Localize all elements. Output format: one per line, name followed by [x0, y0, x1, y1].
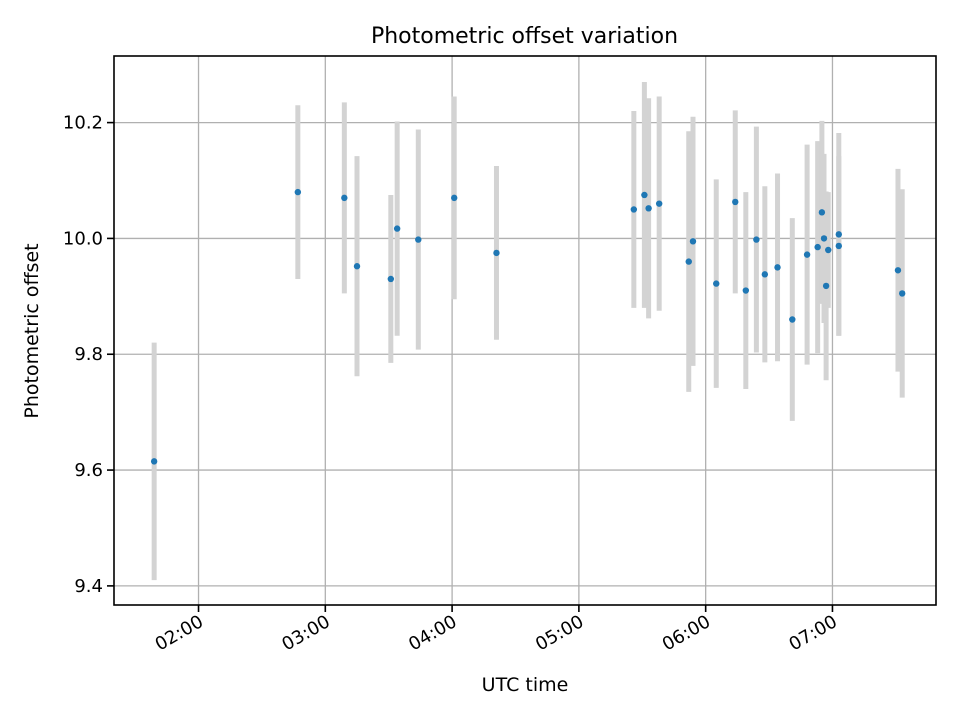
- x-tick-label: 05:00: [532, 611, 587, 655]
- data-point: [353, 263, 361, 270]
- data-point: [689, 238, 697, 245]
- data-points: [150, 188, 906, 465]
- data-point: [898, 290, 906, 297]
- data-point: [835, 231, 842, 238]
- data-point: [742, 287, 750, 294]
- data-point: [789, 316, 796, 323]
- y-tick-label: 10.2: [63, 113, 103, 134]
- data-point: [835, 242, 842, 250]
- chart-title: Photometric offset variation: [371, 24, 678, 49]
- data-point: [818, 209, 826, 216]
- data-point: [451, 194, 458, 202]
- y-tick-label: 9.4: [74, 576, 103, 597]
- data-point: [150, 458, 158, 465]
- data-point: [630, 206, 638, 213]
- x-tick-label: 07:00: [786, 611, 841, 655]
- data-point: [655, 200, 663, 207]
- data-point: [393, 225, 401, 232]
- data-point: [685, 258, 692, 265]
- data-point: [493, 249, 500, 257]
- data-point: [415, 236, 422, 243]
- data-point: [814, 243, 821, 251]
- x-tick-label: 02:00: [152, 611, 207, 655]
- data-point: [341, 194, 348, 202]
- data-point: [713, 280, 720, 287]
- data-point: [803, 251, 811, 258]
- x-tick-label: 03:00: [278, 611, 333, 655]
- x-tick-label: 06:00: [659, 611, 714, 655]
- y-tick-label: 9.8: [74, 344, 103, 365]
- data-point: [294, 188, 302, 196]
- y-axis-label: Photometric offset: [21, 243, 43, 418]
- data-point: [645, 205, 652, 212]
- x-tick-label: 04:00: [405, 611, 460, 655]
- data-point: [822, 282, 830, 290]
- data-point: [641, 191, 648, 199]
- plot-frame: [113, 55, 937, 606]
- data-point: [825, 246, 832, 254]
- data-point: [820, 235, 828, 242]
- data-point: [774, 264, 781, 271]
- data-point: [894, 267, 902, 274]
- data-point: [761, 271, 769, 278]
- data-point: [732, 198, 739, 206]
- grid: [114, 56, 936, 605]
- error-bars: [151, 82, 905, 581]
- data-point: [753, 236, 760, 243]
- y-tick-label: 10.0: [63, 228, 103, 249]
- y-tick-label: 9.6: [74, 460, 103, 481]
- x-axis-label: UTC time: [482, 674, 569, 696]
- data-point: [387, 275, 395, 283]
